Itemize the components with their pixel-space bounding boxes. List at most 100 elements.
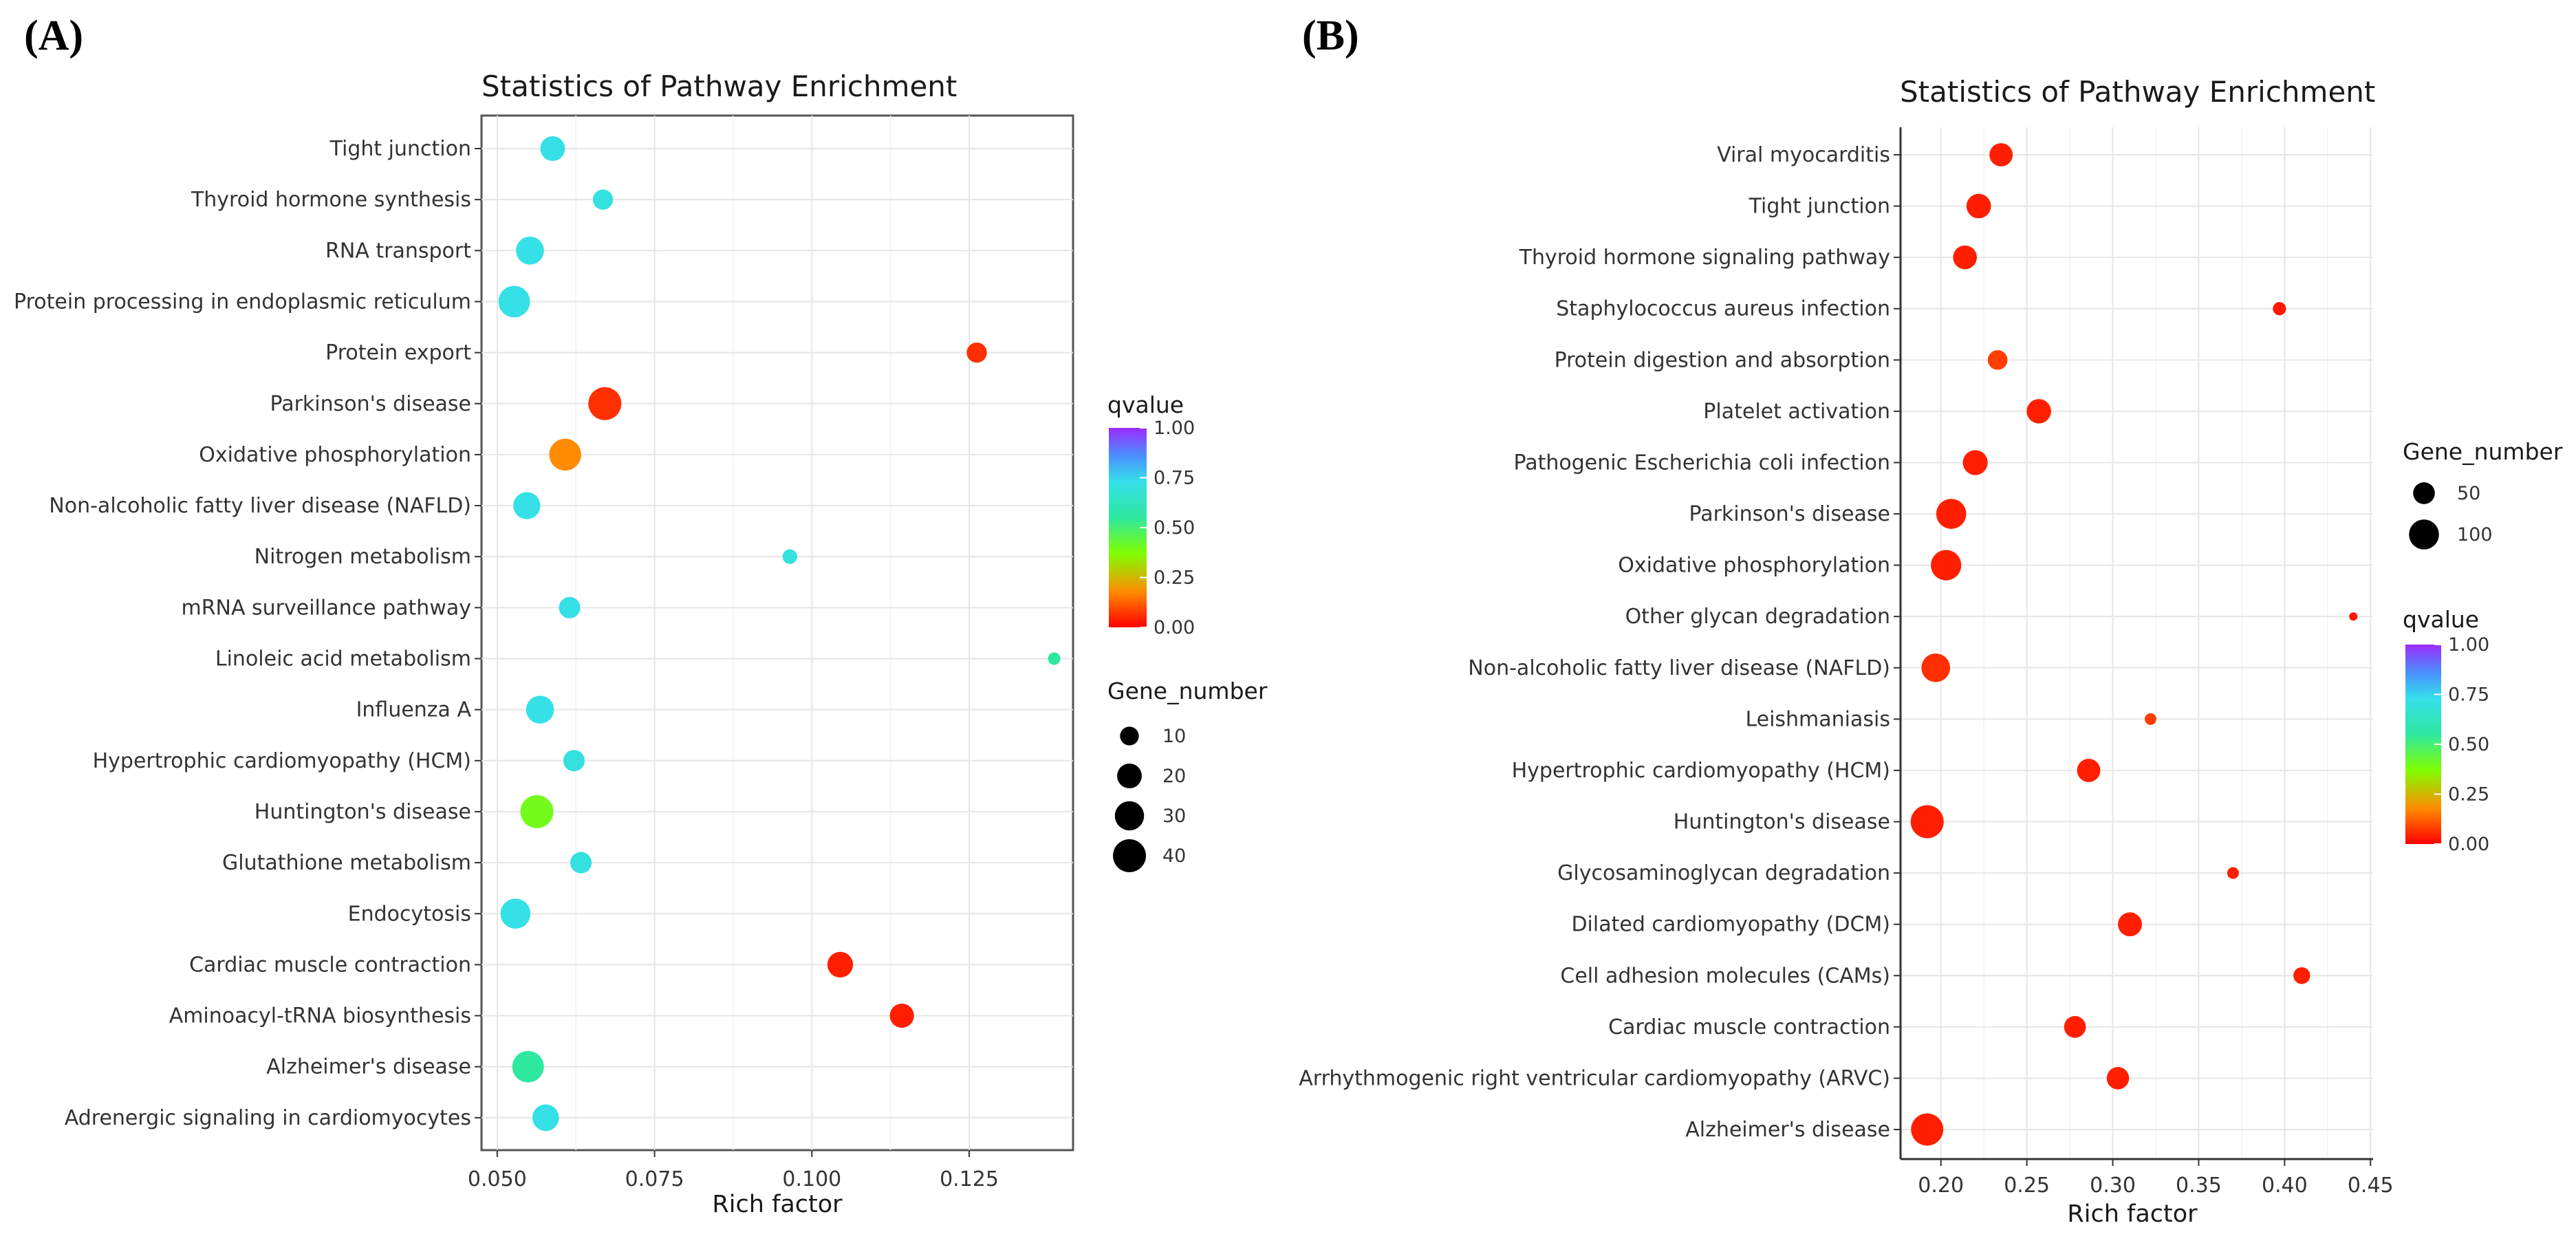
chart-a-y-label: Influenza A bbox=[356, 698, 472, 722]
chart-b-colorbar-label: 0.00 bbox=[2448, 834, 2489, 855]
chart-a-point bbox=[516, 236, 544, 265]
chart-a-title: Statistics of Pathway Enrichment bbox=[481, 69, 957, 103]
chart-a-point bbox=[498, 285, 530, 318]
chart-a-x-tick-label: 0.050 bbox=[468, 1167, 527, 1191]
chart-a-size-legend: Gene_number 10 20 30 40 bbox=[1107, 678, 1268, 872]
chart-a-size-legend-dot bbox=[1117, 764, 1142, 788]
chart-a-y-label: Oxidative phosphorylation bbox=[199, 443, 471, 467]
chart-b-x-ticks: 0.20 0.25 0.30 0.35 0.40 0.45 bbox=[1918, 1159, 2394, 1198]
chart-a-point bbox=[512, 1050, 544, 1083]
chart-a-point bbox=[540, 136, 565, 161]
chart-b-point bbox=[2106, 1067, 2130, 1090]
chart-b-y-label: Glycosaminoglycan degradation bbox=[1557, 861, 1890, 885]
chart-a-y-label: Linoleic acid metabolism bbox=[215, 647, 471, 671]
chart-b-point bbox=[2026, 399, 2051, 424]
chart-a-x-axis-title: Rich factor bbox=[712, 1191, 843, 1218]
chart-b-y-label: Thyroid hormone signaling pathway bbox=[1519, 246, 1890, 270]
chart-a-colorbar-label: 0.50 bbox=[1154, 517, 1195, 539]
chart-b-y-label: Tight junction bbox=[1749, 195, 1890, 219]
chart-a-point bbox=[827, 951, 854, 978]
chart-b-size-legend-label: 100 bbox=[2457, 524, 2493, 545]
chart-b-point bbox=[1910, 805, 1944, 839]
chart-a-point bbox=[889, 1003, 914, 1028]
chart-b-x-tick-label: 0.25 bbox=[2004, 1174, 2050, 1198]
chart-a-y-label: Protein processing in endoplasmic reticu… bbox=[14, 290, 471, 314]
chart-a-y-label: Endocytosis bbox=[348, 902, 471, 926]
chart-b-y-label: Leishmaniasis bbox=[1745, 707, 1890, 731]
chart-b-y-label: Parkinson's disease bbox=[1689, 502, 1890, 526]
chart-a-y-label: Glutathione metabolism bbox=[222, 851, 471, 875]
chart-b-point bbox=[2144, 713, 2156, 725]
chart-b-y-label: Other glycan degradation bbox=[1625, 605, 1890, 629]
chart-b-y-label: Huntington's disease bbox=[1674, 810, 1890, 834]
chart-a-size-legend-dot bbox=[1120, 726, 1139, 746]
chart-a-x-tick-label: 0.075 bbox=[625, 1167, 684, 1191]
chart-a-colorbar-label: 1.00 bbox=[1154, 418, 1195, 439]
chart-b-x-tick-label: 0.45 bbox=[2348, 1174, 2394, 1198]
chart-b-point bbox=[1953, 245, 1978, 270]
panel-label-b: (B) bbox=[1302, 12, 1359, 59]
chart-a-point bbox=[513, 492, 541, 519]
chart-b-size-legend-items: 50 100 bbox=[2409, 482, 2493, 550]
chart-a-point bbox=[532, 1104, 559, 1132]
chart-b-y-label: Platelet activation bbox=[1703, 400, 1890, 424]
chart-panel-a: Statistics of Pathway Enrichment Tight j… bbox=[14, 69, 1268, 1218]
chart-b-y-label: Pathogenic Escherichia coli infection bbox=[1514, 451, 1891, 475]
chart-b-point bbox=[2293, 967, 2310, 984]
chart-a-y-label: Parkinson's disease bbox=[270, 392, 471, 416]
chart-a-y-label: Aminoacyl-tRNA biosynthesis bbox=[169, 1004, 471, 1028]
chart-a-point bbox=[588, 387, 622, 420]
chart-a-point bbox=[966, 342, 987, 363]
chart-a-point bbox=[1048, 652, 1061, 665]
chart-b-point bbox=[2227, 867, 2239, 879]
chart-a-colorbar-ticks: 1.00 0.75 0.50 0.25 0.00 bbox=[1140, 418, 1195, 638]
chart-b-point bbox=[1921, 653, 1951, 682]
chart-b-y-label: Dilated cardiomyopathy (DCM) bbox=[1571, 913, 1890, 937]
chart-b-y-label: Protein digestion and absorption bbox=[1555, 348, 1890, 372]
chart-a-size-legend-label: 20 bbox=[1162, 766, 1186, 787]
chart-a-size-legend-label: 30 bbox=[1162, 806, 1186, 827]
chart-b-point bbox=[1931, 550, 1962, 581]
chart-b-x-axis-title: Rich factor bbox=[2067, 1200, 2198, 1228]
chart-a-size-legend-label: 10 bbox=[1162, 726, 1186, 747]
chart-a-point bbox=[563, 750, 585, 772]
chart-b-y-label: Oxidative phosphorylation bbox=[1618, 554, 1890, 578]
chart-b-x-tick-label: 0.40 bbox=[2262, 1174, 2308, 1198]
chart-a-points bbox=[498, 136, 1061, 1132]
chart-b-colorbar-label: 1.00 bbox=[2448, 634, 2489, 656]
chart-a-y-label: RNA transport bbox=[325, 239, 471, 263]
chart-a-grid bbox=[481, 116, 1073, 1150]
chart-b-point bbox=[2349, 612, 2358, 621]
chart-a-size-legend-dot bbox=[1113, 839, 1146, 872]
chart-a-y-label: Adrenergic signaling in cardiomyocytes bbox=[65, 1106, 471, 1130]
chart-b-point bbox=[1962, 450, 1988, 475]
chart-b-point bbox=[2118, 912, 2142, 937]
chart-a-x-tick-label: 0.100 bbox=[782, 1167, 841, 1191]
chart-b-point bbox=[2064, 1016, 2086, 1038]
chart-a-y-label: Non-alcoholic fatty liver disease (NAFLD… bbox=[49, 494, 471, 518]
chart-b-colorbar-ticks: 1.00 0.75 0.50 0.25 0.00 bbox=[2434, 634, 2489, 855]
chart-b-color-legend: qvalue 1.00 0.75 0.50 0.25 0.00 bbox=[2403, 606, 2489, 855]
chart-panel-b: Statistics of Pathway Enrichment Viral m… bbox=[1299, 75, 2563, 1228]
chart-a-y-label: Hypertrophic cardiomyopathy (HCM) bbox=[93, 749, 471, 773]
chart-a-y-label: Alzheimer's disease bbox=[266, 1055, 471, 1079]
chart-a-y-label: Thyroid hormone synthesis bbox=[191, 188, 471, 212]
chart-a-y-label: Cardiac muscle contraction bbox=[189, 953, 471, 977]
chart-b-point bbox=[1911, 1113, 1944, 1146]
chart-a-point bbox=[570, 852, 592, 874]
chart-b-colorbar-label: 0.75 bbox=[2448, 684, 2489, 706]
chart-a-point bbox=[592, 189, 614, 210]
chart-b-point bbox=[2273, 302, 2286, 316]
chart-b-point bbox=[1987, 350, 2008, 370]
chart-a-size-legend-title: Gene_number bbox=[1107, 678, 1268, 704]
chart-a-y-label: Tight junction bbox=[329, 137, 471, 161]
chart-b-x-tick-label: 0.30 bbox=[2090, 1174, 2136, 1198]
chart-a-color-legend-title: qvalue bbox=[1107, 391, 1184, 418]
chart-a-x-ticks: 0.050 0.075 0.100 0.125 bbox=[468, 1150, 999, 1191]
chart-a-colorbar-label: 0.25 bbox=[1154, 568, 1195, 589]
chart-b-point bbox=[1936, 499, 1967, 529]
chart-b-colorbar-label: 0.25 bbox=[2448, 784, 2489, 806]
chart-a-size-legend-label: 40 bbox=[1162, 845, 1186, 867]
chart-b-x-tick-label: 0.20 bbox=[1918, 1174, 1964, 1198]
